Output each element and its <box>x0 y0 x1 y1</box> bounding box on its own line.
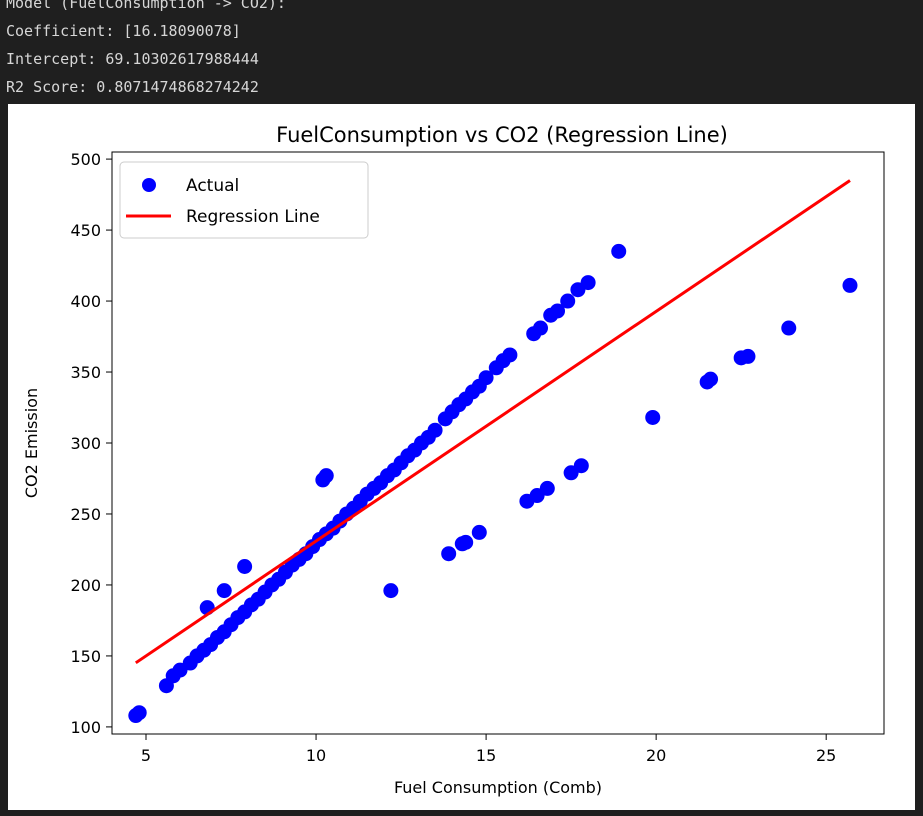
data-point-80 <box>781 320 797 336</box>
y-tick-label-400: 400 <box>70 292 101 311</box>
x-axis: 5 10 15 20 25 <box>141 734 836 765</box>
data-point-65 <box>533 320 549 336</box>
chart-marks <box>128 179 858 724</box>
legend-label-actual: Actual <box>186 176 239 196</box>
data-point-40 <box>383 583 399 599</box>
data-point-66 <box>539 480 555 496</box>
y-tick-label-200: 200 <box>70 576 101 595</box>
legend-box <box>119 161 369 239</box>
y-tick-label-250: 250 <box>70 505 101 524</box>
data-point-79 <box>740 348 756 364</box>
x-tick-label-10: 10 <box>306 746 326 765</box>
console-output: Model (FuelConsumption -> CO2): Coeffici… <box>0 0 923 104</box>
y-axis: 100 150 200 250 300 350 400 450 500 <box>70 150 112 737</box>
x-tick-label-20: 20 <box>646 746 666 765</box>
plot-frame <box>111 151 885 735</box>
x-tick-label-15: 15 <box>476 746 496 765</box>
data-point-1 <box>131 705 147 721</box>
data-point-54 <box>458 534 474 550</box>
x-tick-label-5: 5 <box>141 746 151 765</box>
data-point-68 <box>550 303 566 319</box>
data-point-58 <box>478 370 494 386</box>
data-point-72 <box>573 458 589 474</box>
data-point-81 <box>842 277 858 293</box>
console-line-r2-score: R2 Score: 0.8071474868274242 <box>6 78 259 96</box>
data-point-49 <box>441 546 457 562</box>
y-tick-label-450: 450 <box>70 221 101 240</box>
data-point-61 <box>502 347 518 363</box>
data-point-47 <box>427 422 443 438</box>
console-line-model: Model (FuelConsumption -> CO2): <box>6 0 286 12</box>
y-tick-label-150: 150 <box>70 647 101 666</box>
console-line-coefficient: Coefficient: [16.18090078] <box>6 22 241 40</box>
data-point-16 <box>237 558 253 574</box>
data-point-77 <box>703 371 719 387</box>
x-tick-label-25: 25 <box>816 746 836 765</box>
y-tick-label-500: 500 <box>70 150 101 169</box>
data-point-30 <box>318 468 334 484</box>
data-point-74 <box>611 243 627 259</box>
data-point-69 <box>560 293 576 309</box>
chart-figure: FuelConsumption vs CO2 (Regression Line)… <box>8 104 915 810</box>
y-tick-label-350: 350 <box>70 363 101 382</box>
data-point-56 <box>471 524 487 540</box>
y-tick-label-300: 300 <box>70 434 101 453</box>
data-point-12 <box>216 583 232 599</box>
regression-line <box>134 179 851 665</box>
data-point-75 <box>645 409 661 425</box>
x-axis-label: Fuel Consumption (Comb) <box>394 778 602 797</box>
chart-title: FuelConsumption vs CO2 (Regression Line) <box>276 123 728 147</box>
legend: Actual Regression Line <box>119 161 369 239</box>
legend-marker-actual <box>142 178 156 192</box>
y-tick-label-100: 100 <box>70 718 101 737</box>
console-line-intercept: Intercept: 69.10302617988444 <box>6 50 259 68</box>
legend-label-regression: Regression Line <box>186 207 320 227</box>
scatter-chart: FuelConsumption vs CO2 (Regression Line)… <box>22 123 885 797</box>
y-axis-label: CO2 Emission <box>22 388 41 498</box>
data-point-73 <box>580 275 596 291</box>
